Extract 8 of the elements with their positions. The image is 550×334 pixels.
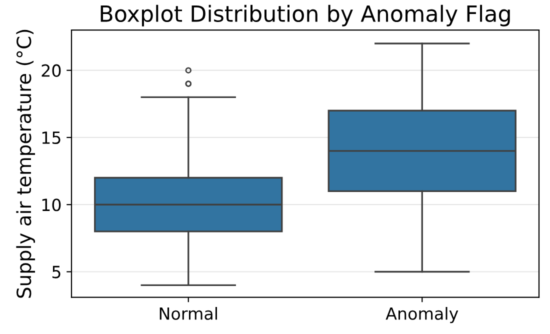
x-tick-label: Anomaly — [386, 306, 458, 324]
x-tick-label: Normal — [160, 306, 217, 320]
y-tick-label: 5 — [52, 266, 60, 278]
y-tick-label: 20 — [42, 64, 61, 77]
y-tick-label: 15 — [42, 132, 60, 144]
chart-title: Boxplot Distribution by Anomaly Flag — [100, 4, 510, 26]
y-tick-label: 10 — [42, 198, 61, 212]
y-axis-title: Supply air temperature (°C) — [16, 30, 36, 298]
